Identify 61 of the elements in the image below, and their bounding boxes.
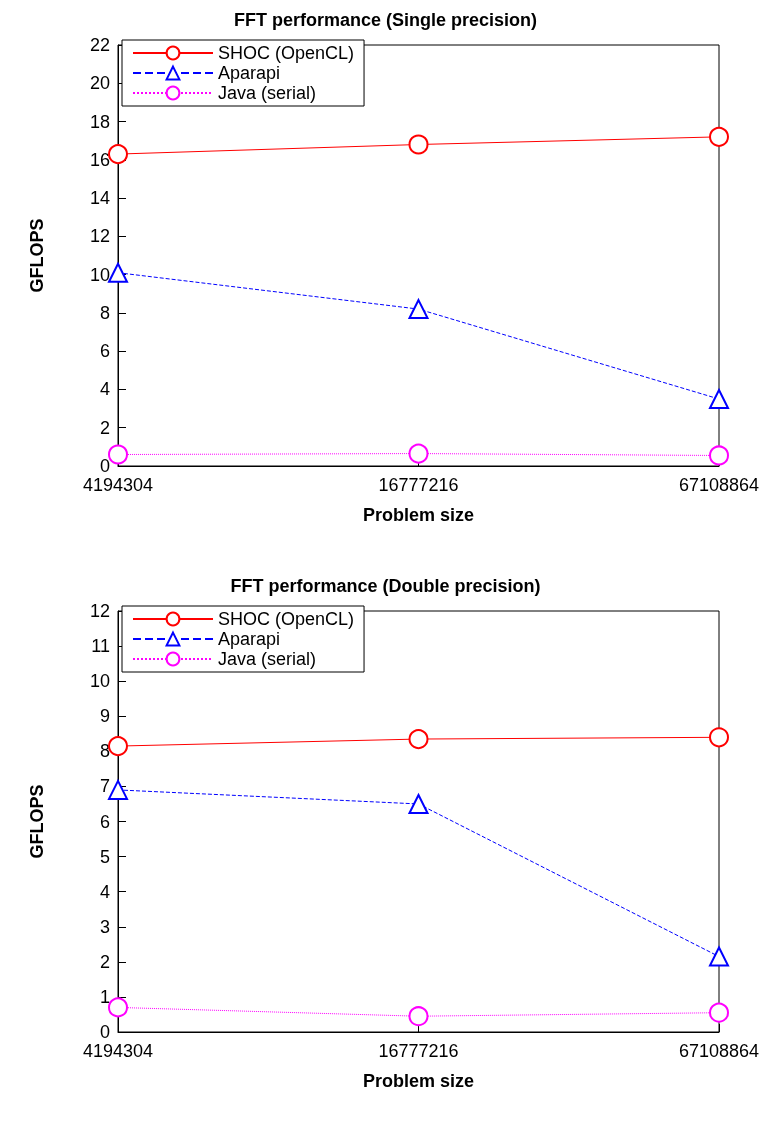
y-tick-label: 8 <box>99 302 110 323</box>
x-axis-title: Problem size <box>362 1071 475 1091</box>
x-axis-title: Problem size <box>362 505 475 525</box>
y-tick-label: 18 <box>89 111 110 132</box>
chart-title: FFT performance (Double precision) <box>230 576 541 596</box>
point <box>408 299 429 320</box>
point <box>709 445 729 466</box>
point <box>408 443 429 464</box>
y-axis-title: GFLOPS <box>27 784 47 859</box>
y-tick-label: 5 <box>99 846 110 867</box>
y-tick-label: 20 <box>89 73 110 94</box>
point <box>709 126 729 147</box>
y-axis-title: GFLOPS <box>27 218 47 293</box>
y-tick-label: 6 <box>99 341 110 362</box>
y-tick-label: 7 <box>99 776 110 797</box>
point <box>108 262 128 283</box>
point <box>108 779 128 800</box>
point <box>408 793 429 814</box>
y-tick-label: 14 <box>89 188 110 209</box>
legend-label: Java (serial) <box>218 83 317 103</box>
y-tick-label: 11 <box>91 636 110 657</box>
y-tick-label: 9 <box>99 706 110 727</box>
x-tick-label: 16777216 <box>378 1041 459 1061</box>
x-tick-label: 16777216 <box>378 475 459 495</box>
y-tick-label: 16 <box>89 149 110 170</box>
point <box>108 444 128 465</box>
point <box>108 997 128 1018</box>
point <box>709 1002 729 1023</box>
x-tick-label: 67108864 <box>678 1041 760 1061</box>
x-tick-label: 4194304 <box>82 1041 154 1061</box>
y-tick-label: 6 <box>99 811 110 832</box>
point <box>108 736 128 757</box>
y-tick-label: 4 <box>99 881 110 902</box>
legend-label: Java (serial) <box>218 649 317 669</box>
legend-label: SHOC (OpenCL) <box>218 43 355 63</box>
y-tick-label: 10 <box>89 671 110 692</box>
point <box>709 946 729 967</box>
point <box>408 729 429 750</box>
y-tick-label: 2 <box>99 417 110 438</box>
point <box>408 134 429 155</box>
y-tick-label: 10 <box>89 264 110 285</box>
y-tick-label: 2 <box>99 951 110 972</box>
point <box>108 144 128 165</box>
legend-label: Aparapi <box>218 63 281 83</box>
point <box>709 389 729 410</box>
y-tick-label: 8 <box>99 741 110 762</box>
legend-label: Aparapi <box>218 629 281 649</box>
y-tick-label: 4 <box>99 379 110 400</box>
x-tick-label: 67108864 <box>678 475 760 495</box>
y-tick-label: 1 <box>99 986 110 1007</box>
point <box>709 727 729 748</box>
legend-label: SHOC (OpenCL) <box>218 609 355 629</box>
y-tick-label: 0 <box>99 456 110 476</box>
y-tick-label: 0 <box>99 1022 110 1042</box>
y-tick-label: 12 <box>89 226 110 247</box>
point <box>408 1006 429 1027</box>
chart-title: FFT performance (Single precision) <box>233 10 538 30</box>
y-tick-label: 22 <box>89 35 110 55</box>
y-tick-label: 3 <box>99 916 110 937</box>
x-tick-label: 4194304 <box>82 475 154 495</box>
y-tick-label: 12 <box>89 601 110 621</box>
